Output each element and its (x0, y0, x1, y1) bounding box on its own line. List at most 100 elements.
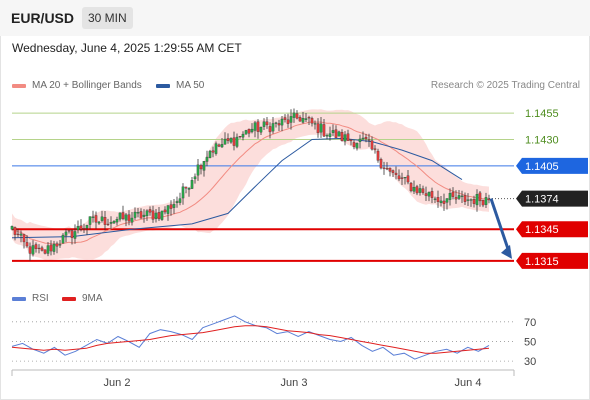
candle-body (181, 186, 185, 199)
candle-body (295, 113, 299, 119)
candle-body (403, 177, 407, 179)
candle-body (430, 191, 434, 198)
candle-body (28, 246, 32, 254)
candle-body (445, 198, 449, 203)
candle-body (85, 225, 89, 229)
candle-body (253, 122, 257, 131)
candle-body (280, 118, 284, 126)
candle-body (250, 128, 254, 133)
x-tick-jun-3: Jun 3 (281, 377, 308, 389)
candle-body (274, 122, 278, 124)
candle-body (58, 244, 62, 246)
candle-body (343, 134, 347, 142)
timeframe-badge[interactable]: 30 MIN (82, 7, 133, 29)
candle-body (367, 139, 371, 141)
chart-datetime: Wednesday, June 4, 2025 1:29:55 AM CET (12, 41, 242, 55)
candle-body (451, 191, 455, 197)
candle-body (436, 197, 440, 202)
candle-body (136, 212, 140, 214)
bollinger-band-area (12, 109, 489, 260)
candle-body (391, 170, 395, 173)
candle-body (73, 231, 77, 239)
candle-body (97, 221, 101, 224)
candle-body (154, 212, 158, 219)
candle-body (457, 195, 461, 199)
candle-body (400, 177, 404, 179)
candle-body (235, 136, 239, 147)
x-tick-jun-2: Jun 2 (104, 377, 131, 389)
candle-body (112, 221, 116, 224)
candle-body (415, 186, 419, 194)
candle-body (424, 193, 428, 196)
candle-body (94, 215, 98, 223)
candle-body (193, 176, 197, 180)
candle-body (484, 197, 488, 205)
candle-body (331, 130, 335, 133)
level-label-1-1374: 1.1374 (525, 194, 559, 206)
candle-body (37, 247, 41, 249)
candle-body (31, 245, 35, 255)
candle-body (262, 121, 266, 127)
candle-body (301, 118, 305, 123)
level-tag-1-1315 (516, 252, 588, 269)
legend-9ma-swatch (62, 296, 76, 301)
rsi-series-rsi (11, 315, 490, 360)
legend-rsi-label: RSI (32, 293, 49, 304)
legend-ma50-swatch (156, 83, 170, 88)
candle-body (244, 130, 248, 135)
candle-body (46, 245, 50, 254)
candle-body (145, 210, 149, 217)
candle-body (223, 138, 227, 145)
candle-body (205, 156, 209, 162)
candle-body (427, 192, 431, 197)
candle-body (418, 188, 422, 193)
candle-body (121, 212, 125, 220)
candle-body (481, 199, 485, 206)
legend-ma50-label: MA 50 (176, 80, 205, 91)
candle-body (208, 150, 212, 158)
candle-body (67, 230, 71, 232)
candle-body (157, 212, 161, 220)
legend-ma50: MA 50 (156, 80, 204, 91)
candle-body (55, 243, 59, 247)
level-label-1-1455: 1.1455 (525, 108, 559, 120)
candle-body (190, 180, 194, 189)
candle-body (10, 226, 14, 230)
level-label-1-1315: 1.1315 (525, 256, 559, 268)
candle-body (394, 172, 398, 175)
candle-body (61, 234, 65, 244)
candle-body (100, 216, 104, 221)
candle-body (49, 244, 53, 252)
candle-body (115, 219, 119, 223)
candle-body (196, 164, 200, 176)
candle-body (160, 210, 164, 220)
candle-body (355, 143, 359, 149)
candle-body (466, 199, 470, 201)
candle-body (187, 188, 191, 190)
ma50-line (11, 137, 463, 239)
candle-body (25, 242, 29, 247)
candle-body (256, 121, 260, 132)
candle-body (64, 231, 68, 236)
rsi-tick-30: 30 (524, 356, 536, 368)
candle-body (226, 138, 230, 141)
candle-body (214, 143, 218, 154)
candle-body (19, 233, 23, 236)
candle-body (175, 201, 179, 203)
candle-body (439, 200, 443, 204)
candle-body (220, 144, 224, 148)
candle-body (109, 222, 113, 224)
candle-body (76, 226, 80, 231)
candle-body (43, 249, 47, 254)
candle-body (460, 195, 464, 197)
candle-body (349, 139, 353, 142)
candle-body (199, 165, 203, 170)
candle-body (82, 228, 86, 230)
candle-body (454, 197, 458, 200)
candle-body (268, 126, 272, 133)
candle-body (478, 192, 482, 202)
candle-body (307, 117, 311, 119)
candle-body (229, 138, 233, 143)
legend-9ma-label: 9MA (82, 293, 103, 304)
